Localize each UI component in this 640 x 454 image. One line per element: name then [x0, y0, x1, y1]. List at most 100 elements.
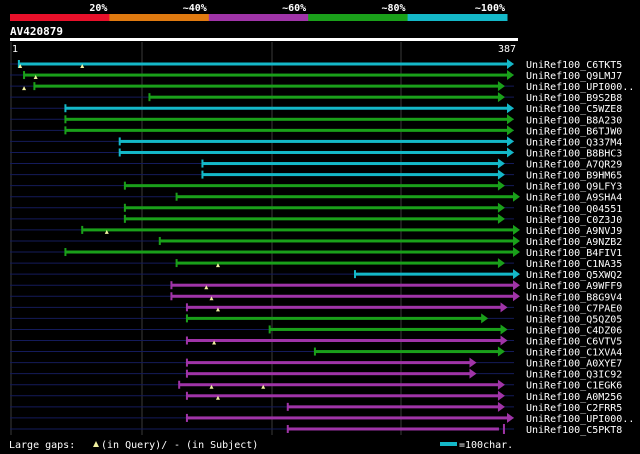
hit-name[interactable]: UniRef100_UPI000.. — [526, 414, 634, 425]
hit-row[interactable]: UniRef100_A9WFF9 — [10, 280, 622, 292]
hit-row[interactable]: UniRef100_C7PAE0 — [10, 302, 622, 314]
hit-end-arrow-icon — [500, 324, 508, 335]
hit-row[interactable]: UniRef100_UPI000.. — [10, 81, 634, 93]
hit-bar — [65, 117, 508, 121]
hit-end-arrow-icon — [507, 103, 514, 114]
hit-name[interactable]: UniRef100_Q04551 — [526, 204, 622, 215]
hit-name[interactable]: UniRef100_B4FIV1 — [526, 248, 622, 259]
hit-name[interactable]: UniRef100_C0Z3J0 — [526, 215, 622, 226]
hit-row[interactable]: UniRef100_B8G9V4 — [10, 291, 622, 303]
hit-row[interactable]: UniRef100_B9S2B8 — [10, 92, 622, 104]
hit-bar — [186, 316, 483, 320]
hit-end-arrow-icon — [500, 302, 508, 313]
hit-row[interactable]: UniRef100_Q9LMJ7 — [10, 70, 622, 82]
hit-bar — [124, 206, 499, 210]
hit-name[interactable]: UniRef100_Q9LFY3 — [526, 182, 622, 193]
hit-bar — [65, 106, 508, 110]
hit-row[interactable]: UniRef100_A0M256 — [10, 390, 622, 403]
hit-bar — [124, 217, 499, 221]
hit-name[interactable]: UniRef100_C4DZ06 — [526, 325, 622, 336]
hit-row[interactable]: UniRef100_A9NZB2 — [10, 235, 622, 248]
hit-row[interactable]: UniRef100_C6TKT5 — [10, 59, 622, 71]
hit-name[interactable]: UniRef100_B6TJW0 — [526, 126, 622, 137]
hit-row[interactable]: UniRef100_Q337M4 — [10, 136, 622, 148]
hit-name[interactable]: UniRef100_Q5QZ05 — [526, 314, 622, 325]
hit-name[interactable]: UniRef100_A7QR29 — [526, 160, 622, 171]
legend-label: ~100% — [475, 3, 505, 14]
hit-name[interactable]: UniRef100_C6TKT5 — [526, 60, 622, 71]
hit-end-arrow-icon — [507, 136, 514, 147]
legend-swatch — [208, 14, 309, 21]
hit-name[interactable]: UniRef100_C1XVA4 — [526, 348, 622, 359]
hit-row[interactable]: UniRef100_C1EGK6 — [10, 379, 622, 392]
hit-name[interactable]: UniRef100_B8A230 — [526, 115, 622, 126]
hit-end-arrow-icon — [469, 368, 477, 379]
hit-row[interactable]: UniRef100_B6TJW0 — [10, 125, 622, 137]
hit-row[interactable]: UniRef100_B9HM65 — [10, 169, 622, 182]
hit-name[interactable]: UniRef100_C1EGK6 — [526, 381, 622, 392]
hit-end-arrow-icon — [507, 70, 514, 81]
hit-row[interactable]: UniRef100_A9NVJ9 — [10, 224, 622, 237]
hit-name[interactable]: UniRef100_A9NVJ9 — [526, 226, 622, 237]
hit-name[interactable]: UniRef100_A0M256 — [526, 392, 622, 403]
hit-row[interactable]: UniRef100_Q5XWQ2 — [10, 269, 622, 281]
query-gap-marker-icon — [33, 75, 38, 80]
hit-row[interactable]: UniRef100_Q04551 — [10, 202, 622, 215]
scale-label: =100char. — [459, 440, 513, 451]
hit-row[interactable]: UniRef100_A9SHA4 — [10, 191, 622, 204]
hit-row[interactable]: UniRef100_C2FRR5 — [10, 401, 622, 414]
hit-row[interactable]: UniRef100_Q5QZ05 — [10, 313, 622, 325]
hit-end-arrow-icon — [513, 280, 520, 291]
legend-swatch — [10, 14, 110, 21]
hit-row[interactable]: UniRef100_C6VTV5 — [10, 335, 622, 348]
hit-name[interactable]: UniRef100_B8BHC3 — [526, 148, 622, 159]
hit-end-arrow-icon — [497, 346, 505, 357]
hit-name[interactable]: UniRef100_B9HM65 — [526, 171, 622, 182]
footer: Large gaps: (in Query)/ - (in Subject) =… — [9, 440, 513, 451]
hit-name[interactable]: UniRef100_C7PAE0 — [526, 303, 622, 314]
hit-row[interactable]: UniRef100_A0XYE7 — [10, 357, 622, 370]
query-gap-marker-icon — [204, 285, 209, 290]
hit-end-arrow-icon — [497, 401, 505, 412]
hit-name[interactable]: UniRef100_A9WFF9 — [526, 281, 622, 292]
hit-name[interactable]: UniRef100_C5WZE8 — [526, 104, 622, 115]
hit-end-arrow-icon — [497, 81, 505, 92]
hit-row[interactable]: UniRef100_C5PKT8 — [10, 423, 622, 436]
hit-row[interactable]: UniRef100_B8BHC3 — [10, 147, 622, 159]
scale-bar — [440, 442, 457, 446]
hit-name[interactable]: UniRef100_C5PKT8 — [526, 425, 622, 436]
hit-name[interactable]: UniRef100_Q3IC92 — [526, 370, 622, 381]
hit-row[interactable]: UniRef100_C5WZE8 — [10, 103, 622, 115]
hit-name[interactable]: UniRef100_B8G9V4 — [526, 292, 622, 303]
hit-row[interactable]: UniRef100_UPI000.. — [10, 412, 634, 425]
hit-name[interactable]: UniRef100_A0XYE7 — [526, 359, 622, 370]
query-gap-marker-icon — [215, 395, 220, 400]
hit-end-arrow-icon — [469, 357, 477, 368]
hit-name[interactable]: UniRef100_A9SHA4 — [526, 193, 622, 204]
hit-end-arrow-icon — [513, 191, 520, 202]
hit-name[interactable]: UniRef100_Q337M4 — [526, 137, 622, 148]
legend-swatch — [407, 14, 508, 21]
hit-name[interactable]: UniRef100_C6VTV5 — [526, 337, 622, 348]
hit-row[interactable]: UniRef100_C4DZ06 — [10, 324, 622, 336]
hit-name[interactable]: UniRef100_Q5XWQ2 — [526, 270, 622, 281]
hit-name[interactable]: UniRef100_Q9LMJ7 — [526, 71, 622, 82]
hit-start-tick — [178, 380, 181, 389]
hit-row[interactable]: UniRef100_B4FIV1 — [10, 247, 622, 259]
hit-name[interactable]: UniRef100_C1NA35 — [526, 259, 622, 270]
hit-bar — [287, 405, 499, 409]
hit-row[interactable]: UniRef100_C0Z3J0 — [10, 213, 622, 226]
hit-start-tick — [201, 159, 204, 168]
hit-name[interactable]: UniRef100_A9NZB2 — [526, 237, 622, 248]
hit-name[interactable]: UniRef100_B9S2B8 — [526, 93, 622, 104]
hit-row[interactable]: UniRef100_C1XVA4 — [10, 346, 622, 359]
hit-name[interactable]: UniRef100_C2FRR5 — [526, 403, 622, 414]
hit-name[interactable]: UniRef100_UPI000.. — [526, 82, 634, 93]
hit-row[interactable]: UniRef100_Q3IC92 — [10, 368, 622, 381]
hit-row[interactable]: UniRef100_A7QR29 — [10, 158, 622, 171]
query-start-label: 1 — [12, 44, 18, 55]
hit-row[interactable]: UniRef100_B8A230 — [10, 114, 622, 126]
query-gap-marker-icon — [209, 384, 214, 389]
hit-row[interactable]: UniRef100_Q9LFY3 — [10, 180, 622, 193]
hit-row[interactable]: UniRef100_C1NA35 — [10, 258, 622, 270]
